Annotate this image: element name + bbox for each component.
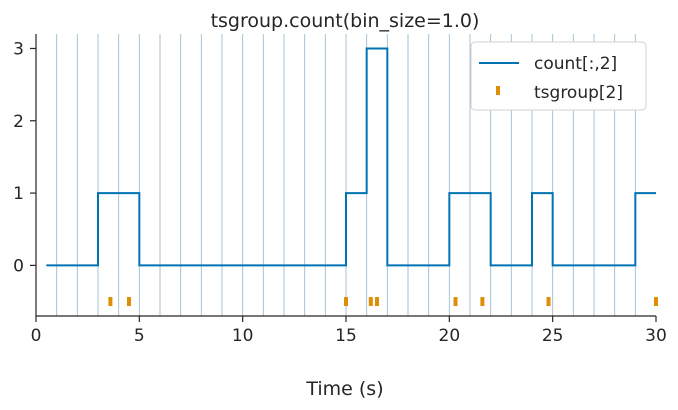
x-tick-label: 10 <box>232 326 254 346</box>
tsgroup-event-marker <box>344 297 348 307</box>
x-tick-label: 15 <box>335 326 357 346</box>
legend: count[:,2] tsgroup[2] <box>470 41 647 111</box>
tsgroup-event-marker <box>375 297 379 307</box>
chart-title: tsgroup.count(bin_size=1.0) <box>211 10 480 32</box>
tsgroup-event-marker <box>546 297 551 307</box>
y-tick-label: 2 <box>13 112 24 132</box>
x-tick-label: 30 <box>645 326 667 346</box>
axes: 0 5 10 15 20 25 30 0 1 2 3 <box>13 34 667 346</box>
x-tick-label: 5 <box>134 326 145 346</box>
tsgroup-event-marker <box>654 297 658 307</box>
legend-marker-sample <box>496 86 500 95</box>
y-tick-label: 1 <box>13 184 24 204</box>
x-tick-label: 20 <box>439 326 461 346</box>
bin-edge-lines <box>56 34 636 316</box>
series-count-line <box>46 47 656 267</box>
legend-frame <box>470 41 647 111</box>
x-axis-label: Time (s) <box>305 378 383 400</box>
tsgroup-event-marker <box>368 297 373 307</box>
legend-entry-tsgroup: tsgroup[2] <box>534 83 623 103</box>
series-layer <box>46 47 658 307</box>
y-tick-label: 3 <box>13 39 24 59</box>
tsgroup-event-marker <box>453 297 458 307</box>
legend-entry-count: count[:,2] <box>534 54 617 74</box>
tsgroup-event-marker <box>108 297 113 307</box>
x-tick-label: 0 <box>31 326 42 346</box>
y-tick-label: 0 <box>13 256 24 276</box>
x-tick-label: 25 <box>542 326 564 346</box>
tsgroup-event-marker <box>127 297 131 307</box>
tsgroup-event-marker <box>480 297 485 307</box>
